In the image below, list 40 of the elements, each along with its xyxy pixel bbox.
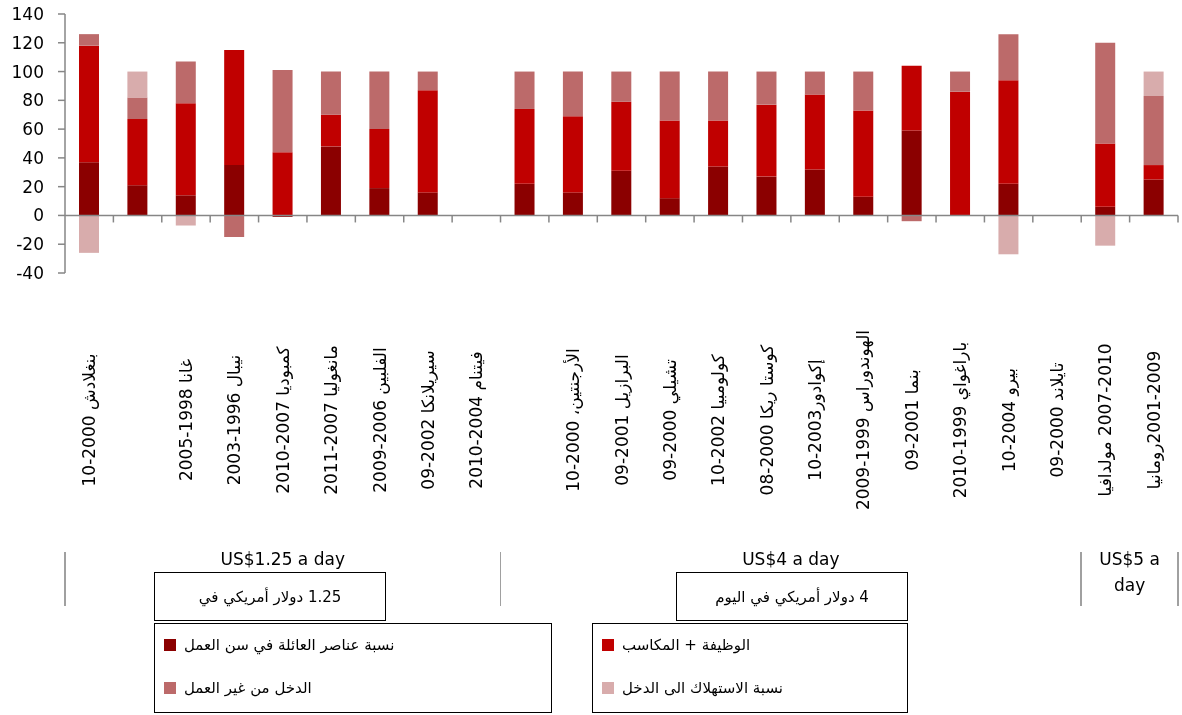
text: 1.25 دولار أمريكي في <box>198 587 342 606</box>
x-tick-label: بيرو 2004-10 <box>998 368 1019 472</box>
x-tick-label: البرازيل 2001-09 <box>611 354 632 486</box>
text: US$1.25 a day <box>219 548 346 571</box>
x-tick-label: غانا 1998-2005 <box>175 358 196 482</box>
legend-label: الدخل من غير العمل <box>184 679 312 697</box>
x-tick-label: بنغلادش 2000-10 <box>79 353 100 487</box>
x-tick-label: فيتنام 2004-2010 <box>466 351 487 489</box>
text: US$4 a day <box>741 548 841 571</box>
y-tick-label: 80 <box>22 90 44 111</box>
x-tick-label: الفلبين 2006-2009 <box>369 347 390 493</box>
x-tick-label: كمبوديا 2007-2010 <box>272 345 293 494</box>
x-tick-label: الأرجنتين، 2000-10 <box>563 348 584 492</box>
y-tick-label: 0 <box>33 205 44 226</box>
legend-label: الوظيفة + المكاسب <box>622 636 751 654</box>
legend-label: نسبة عناصر العائلة في سن العمل <box>184 636 395 654</box>
y-tick-label: -20 <box>16 234 44 255</box>
x-tick-label: سيريلانكا 2002-09 <box>417 350 438 490</box>
y-tick-label: 140 <box>11 4 44 25</box>
y-tick-label: -40 <box>16 263 44 284</box>
y-tick-label: 100 <box>11 61 44 82</box>
x-tick-label: تايلاند 2000-09 <box>1047 362 1068 478</box>
y-tick-label: 60 <box>22 119 44 140</box>
y-tick-label: 20 <box>22 176 44 197</box>
text: US$5 a day <box>1098 548 1161 597</box>
x-tick-label: الهوندوراس 1999-2009 <box>853 329 875 511</box>
x-tick-label: كولومبيا 2002-10 <box>708 353 729 486</box>
legend-label: نسبة الاستهلاك الى الدخل <box>622 679 783 697</box>
x-tick-label: تشيلي 2000-09 <box>659 359 681 481</box>
x-tick-label: مانغوليا 2007-2011 <box>321 345 342 495</box>
x-tick-label: باراغواي 1999-2010 <box>950 341 972 499</box>
x-tick-label: بنما 2001-09 <box>901 369 922 471</box>
x-tick-label: نيبال 1996-2003 <box>224 354 245 486</box>
y-tick-label: 40 <box>22 147 44 168</box>
x-tick-label: كوستا ريكا 2000-08 <box>756 343 777 496</box>
x-tick-label: إكوادور2003-10 <box>805 359 826 481</box>
x-tick-label: 2007-2010 مولدافيا <box>1095 343 1116 497</box>
y-tick-label: 120 <box>11 32 44 53</box>
text: 4 دولار أمريكي في اليوم <box>715 587 869 606</box>
x-tick-label: 2001-2009رومانيا <box>1143 350 1164 490</box>
